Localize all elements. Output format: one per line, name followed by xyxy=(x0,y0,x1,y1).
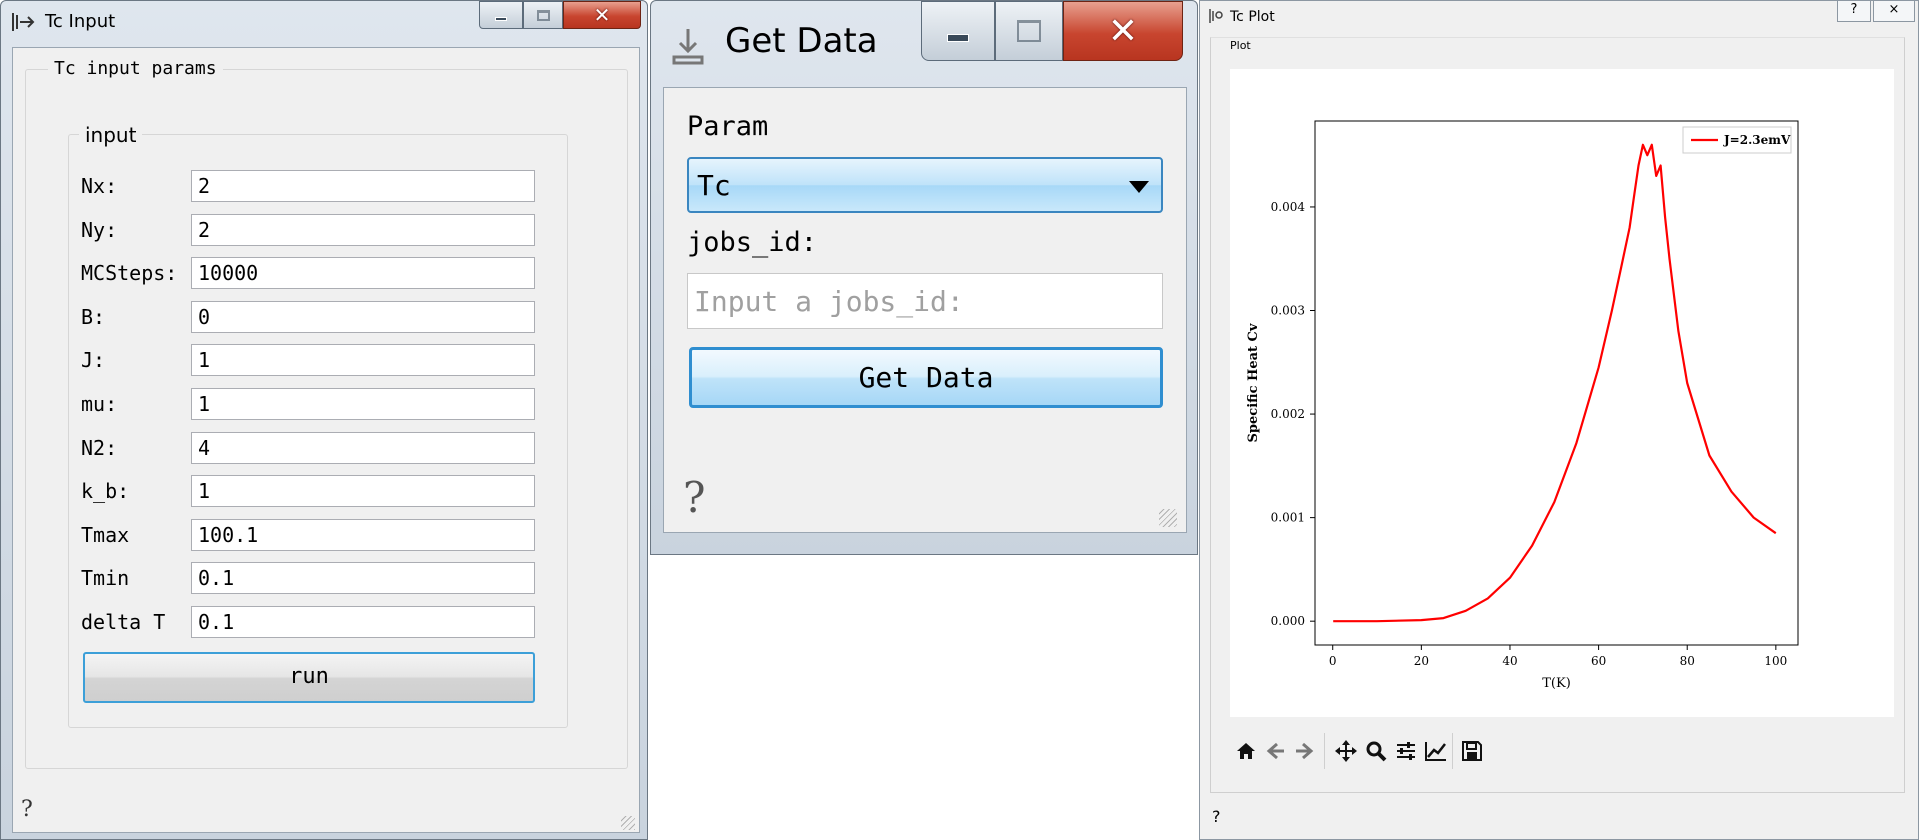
field-input[interactable] xyxy=(191,475,535,508)
x-tick-label: 20 xyxy=(1414,654,1429,668)
chevron-down-icon xyxy=(1129,181,1149,193)
field-label: N2: xyxy=(81,435,118,460)
tc-input-window: Tc Input ✕ Tc input params input Nx: Ny: M… xyxy=(0,0,648,840)
close-icon: ✕ xyxy=(593,3,611,27)
resize-grip[interactable] xyxy=(621,816,635,830)
jobs-id-input[interactable] xyxy=(687,273,1163,329)
pan-icon[interactable] xyxy=(1332,737,1360,765)
window-title: Tc Input xyxy=(45,11,116,32)
minimize-button[interactable] xyxy=(921,1,995,61)
outer-groupbox: Tc input params xyxy=(25,58,628,769)
param-select-value: Tc xyxy=(697,169,731,202)
outer-groupbox-title: Tc input params xyxy=(48,58,223,79)
help-icon[interactable]: ? xyxy=(1212,807,1221,826)
jobs-id-label: jobs_id: xyxy=(687,227,818,258)
param-select[interactable]: Tc xyxy=(687,157,1163,213)
field-label: MCSteps: xyxy=(81,261,178,286)
maximize-button[interactable] xyxy=(995,1,1063,61)
legend-entry: J=2.3emV xyxy=(1723,133,1791,147)
y-tick-label: 0.002 xyxy=(1271,407,1305,421)
figure-canvas[interactable]: 0 20 40 60 80 100 0.000 0.001 0.002 0.003 0.004 T(K… xyxy=(1230,69,1894,717)
configure-subplots-icon[interactable] xyxy=(1392,737,1420,765)
x-tick-label: 100 xyxy=(1764,654,1787,668)
minimize-icon xyxy=(495,17,507,21)
field-input[interactable] xyxy=(191,300,535,333)
toolbar-separator xyxy=(1324,733,1325,769)
field-input[interactable] xyxy=(191,257,535,290)
chart: 0 20 40 60 80 100 0.000 0.001 0.002 0.003 0.004 T(K… xyxy=(1246,120,1799,691)
x-tick-label: 40 xyxy=(1502,654,1517,668)
maximize-icon xyxy=(1017,20,1041,42)
field-label: Nx: xyxy=(81,174,118,198)
param-label: Param xyxy=(687,111,769,142)
app-icon xyxy=(1209,9,1223,23)
field-input[interactable] xyxy=(191,606,535,638)
field-input[interactable] xyxy=(191,518,535,551)
close-button[interactable]: ✕ xyxy=(1063,1,1183,61)
help-icon[interactable]: ? xyxy=(683,473,706,522)
field-input[interactable] xyxy=(191,431,535,464)
close-icon: ✕ xyxy=(1107,10,1139,52)
tc-plot-window: Tc Plot ? × Plot 0 20 40 60 80 100 0.000 0.001 0… xyxy=(1199,0,1919,840)
x-tick-label: 0 xyxy=(1329,654,1337,668)
field-label: k_b: xyxy=(81,479,130,504)
save-icon[interactable] xyxy=(1458,737,1486,765)
y-tick-label: 0.000 xyxy=(1271,614,1305,628)
x-tick-label: 60 xyxy=(1591,654,1606,668)
home-icon[interactable] xyxy=(1232,737,1260,765)
x-axis-label: T(K) xyxy=(1542,676,1571,691)
field-input[interactable] xyxy=(191,344,535,377)
window-title: Tc Plot xyxy=(1230,9,1275,25)
tab-plot[interactable]: Plot xyxy=(1230,39,1251,52)
forward-icon[interactable] xyxy=(1290,737,1318,765)
y-tick-label: 0.001 xyxy=(1271,511,1305,525)
resize-grip[interactable] xyxy=(1159,509,1177,527)
run-button[interactable]: run xyxy=(83,652,535,703)
field-input[interactable] xyxy=(191,170,535,202)
series-line xyxy=(1333,143,1777,623)
maximize-icon xyxy=(536,9,550,21)
axes-frame xyxy=(1314,120,1799,646)
help-icon[interactable]: ? xyxy=(21,797,33,822)
plot-tab-panel xyxy=(1210,37,1905,793)
minimize-icon xyxy=(947,34,969,42)
edit-axis-icon[interactable] xyxy=(1422,737,1450,765)
field-label: Ny: xyxy=(81,217,118,242)
y-tick-label: 0.003 xyxy=(1271,304,1305,318)
app-icon xyxy=(12,13,35,31)
get-data-window: Get Data ✕ Param Tc jobs_id: Get Data ? xyxy=(650,0,1198,555)
field-input[interactable] xyxy=(191,388,535,420)
zoom-icon[interactable] xyxy=(1362,737,1390,765)
inner-groupbox: input xyxy=(68,123,568,728)
toolbar-separator xyxy=(1452,733,1453,769)
caption-buttons: ✕ xyxy=(921,1,1183,61)
field-label: mu: xyxy=(81,392,118,416)
field-label: B: xyxy=(81,304,106,329)
maximize-button[interactable] xyxy=(523,1,563,29)
caption-buttons: ✕ xyxy=(479,1,641,29)
field-input[interactable] xyxy=(191,562,535,595)
close-button[interactable]: ✕ xyxy=(563,1,641,29)
window-title: Get Data xyxy=(725,21,878,61)
x-tick-label: 80 xyxy=(1680,654,1695,668)
field-label: delta T xyxy=(81,610,166,634)
y-tick-label: 0.004 xyxy=(1271,200,1306,214)
field-label: Tmax xyxy=(81,522,130,547)
back-icon[interactable] xyxy=(1262,737,1290,765)
help-button[interactable]: ? xyxy=(1837,1,1871,22)
close-button[interactable]: × xyxy=(1873,1,1915,22)
get-data-button[interactable]: Get Data xyxy=(689,347,1163,408)
field-input[interactable] xyxy=(191,213,535,246)
y-axis-label: Specific Heat Cv xyxy=(1246,323,1261,442)
inner-groupbox-title: input xyxy=(79,123,143,147)
field-label: Tmin xyxy=(81,566,130,591)
download-icon xyxy=(672,29,704,65)
field-label: J: xyxy=(81,348,106,373)
minimize-button[interactable] xyxy=(479,1,523,29)
